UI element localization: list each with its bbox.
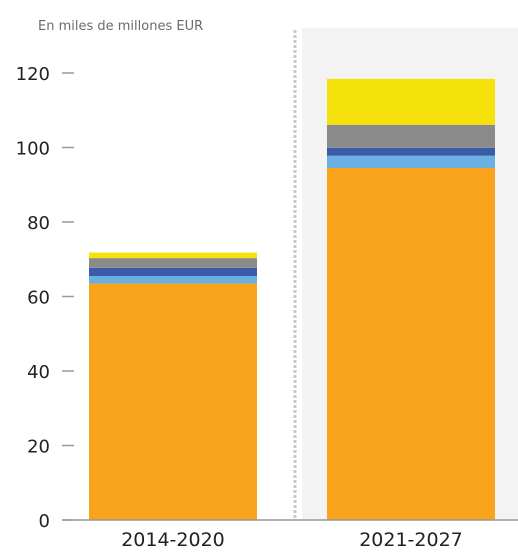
- bar-segment-2021-2027-5: [327, 78, 495, 125]
- bar-segment-2014-2020-4: [89, 258, 257, 268]
- y-tick-label: 0: [39, 511, 50, 532]
- bar-segment-2014-2020-5: [89, 252, 257, 259]
- bar-segment-2014-2020-2: [89, 276, 257, 284]
- y-tick-label: 20: [27, 437, 50, 458]
- bars: [89, 78, 495, 521]
- bar-segment-2021-2027-2: [327, 155, 495, 168]
- y-tick-label: 100: [16, 139, 50, 160]
- unit-label: En miles de millones EUR: [38, 19, 203, 34]
- y-axis: 0 20 40 60 80 100 120: [16, 64, 74, 532]
- y-tick-label: 80: [27, 213, 50, 234]
- y-tick-label: 60: [27, 288, 50, 309]
- bar-segment-2014-2020-3: [89, 267, 257, 277]
- y-tick-label: 40: [27, 362, 50, 383]
- bar-segment-2021-2027-4: [327, 124, 495, 148]
- x-category-label: 2021-2027: [359, 529, 463, 551]
- x-axis: 2014-2020 2021-2027: [62, 519, 518, 551]
- x-category-label: 2014-2020: [121, 529, 225, 551]
- bar-segment-2021-2027-1: [327, 167, 495, 521]
- y-tick-label: 120: [16, 64, 50, 85]
- bar-segment-2021-2027-3: [327, 147, 495, 156]
- bar-segment-2014-2020-1: [89, 283, 257, 520]
